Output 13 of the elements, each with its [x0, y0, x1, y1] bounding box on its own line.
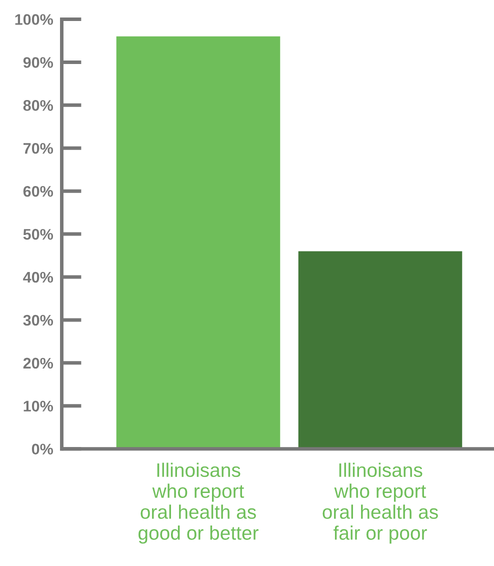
- y-tick-label: 30%: [23, 314, 54, 326]
- y-tick-label: 100%: [15, 14, 54, 25]
- y-tick-label: 0%: [32, 444, 54, 455]
- x-tick-label: Illinoisans who report oral health as good or better: [138, 462, 258, 544]
- y-tick-label: 60%: [23, 186, 54, 197]
- y-tick-label: 70%: [23, 142, 54, 154]
- y-tick-label: 90%: [23, 57, 54, 68]
- y-tick-label: 10%: [24, 400, 54, 412]
- y-tick-label: 40%: [23, 272, 54, 283]
- y-tick-label: 50%: [23, 228, 54, 240]
- y-tick-label: 80%: [23, 100, 54, 111]
- x-tick-label: Illinoisans who report oral health as fair or poor: [322, 462, 438, 544]
- y-tick-label: 20%: [23, 358, 54, 369]
